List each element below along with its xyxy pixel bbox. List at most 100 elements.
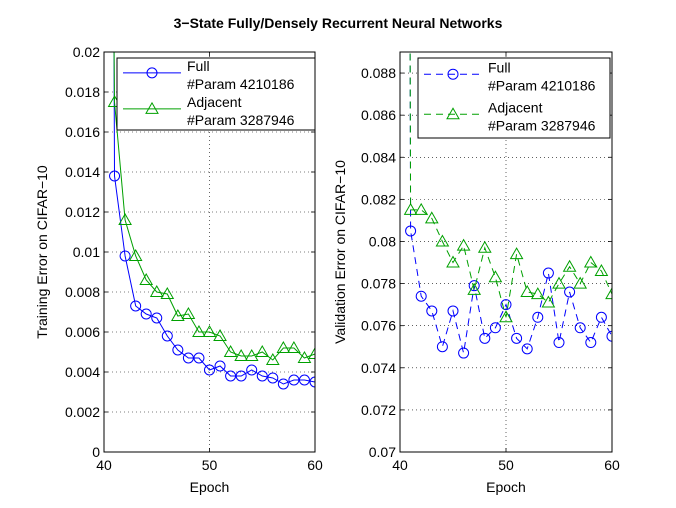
x-tick-label: 50 [202,457,218,473]
x-tick-label: 40 [96,457,112,473]
series-0 [405,52,612,359]
data-point [128,248,143,261]
legend: Full #Param 4210186 Adjacent #Param 3287946 [116,57,316,131]
legend-marker [447,68,459,80]
y-tick-label: 0.016 [65,124,100,140]
data-point [287,340,301,353]
data-point [265,352,280,365]
legend-entry-name: Adjacent [488,99,543,115]
legend-entry-name: Full [488,59,511,75]
data-point [256,370,268,382]
data-point [308,346,315,359]
legend-box [116,57,316,131]
y-tick-label: 0.088 [361,65,396,81]
data-point [456,238,471,251]
data-point [435,234,450,247]
y-tick-label: 0.018 [65,84,100,100]
y-tick-label: 0.074 [361,360,396,376]
data-point [244,348,259,361]
data-point [564,286,576,298]
data-point [297,350,312,363]
data-point [489,322,501,334]
y-tick-label: 0.086 [361,107,396,123]
y-tick-label: 0.012 [65,204,100,220]
data-point [467,282,482,295]
data-point [130,300,142,312]
data-point [479,332,491,344]
legend-box [417,57,611,139]
data-point [161,330,173,342]
data-point [595,311,607,323]
data-point [234,348,249,361]
y-tick-label: 0.014 [65,164,100,180]
data-point [415,290,427,302]
data-point [181,306,196,319]
data-point [606,330,612,342]
data-point [573,276,588,289]
data-point [151,312,163,324]
data-point [468,280,480,292]
training-error-plot: 40 50 60 0 0.002 0.004 0.006 0.008 0.01 0.012 0.01… [34,44,323,495]
x-tick-label: 50 [498,457,514,473]
legend: Full #Param 4210186 Adjacent #Param 3287946 [417,57,611,139]
axes-box [399,51,613,453]
data-point [140,308,152,320]
legend-entry-param: #Param 3287946 [187,112,295,128]
data-point [511,332,523,344]
data-point [499,310,513,323]
series-1 [107,52,315,365]
data-point [255,344,270,357]
y-tick-label: 0.006 [65,324,100,340]
data-point [521,343,533,355]
y-axis-label: Training Error on CIFAR−10 [34,165,50,339]
data-point [542,267,554,279]
x-axis-label: Epoch [190,479,230,495]
data-point [149,284,164,297]
data-point [246,364,258,376]
legend-entry-param: #Param 4210186 [488,77,596,93]
data-point [405,225,417,237]
data-point [119,250,131,262]
y-tick-label: 0.076 [361,318,396,334]
y-tick-label: 0 [92,444,100,460]
data-point [447,305,459,317]
data-point [214,360,226,372]
data-point [500,299,512,311]
validation-error-plot: 40 50 60 0.07 0.072 0.074 0.076 0.078 0.08 0.082 0… [332,51,620,495]
data-point [139,272,154,285]
data-point [298,374,310,386]
data-point [424,211,439,224]
axes-box [103,51,316,453]
x-tick-label: 40 [392,457,408,473]
data-point [277,378,289,390]
legend-entry-name: Full [187,58,210,74]
y-tick-label: 0.01 [73,244,100,260]
y-tick-label: 0.002 [65,404,100,420]
y-tick-label: 0.02 [73,44,100,60]
x-axis-label: Epoch [486,479,526,495]
legend-marker [146,67,158,79]
series-line-0 [113,52,315,385]
data-point [509,247,524,260]
data-point [225,370,237,382]
data-point [552,276,566,289]
legend-marker [145,101,159,114]
y-tick-label: 0.078 [361,276,396,292]
data-point [160,286,175,299]
y-axis-label: Validation Error on CIFAR−10 [332,160,348,344]
data-point [213,328,227,341]
series-0 [109,52,315,390]
data-point [458,347,470,359]
data-point [541,295,556,308]
legend-marker [446,107,460,120]
data-point [267,372,279,384]
data-point [204,364,215,376]
data-point [583,255,598,268]
legend-entry-param: #Param 4210186 [187,76,295,92]
data-point [192,324,206,337]
data-point [594,263,609,276]
y-tick-label: 0.084 [361,149,396,165]
data-point [446,255,460,268]
data-point [585,337,597,349]
